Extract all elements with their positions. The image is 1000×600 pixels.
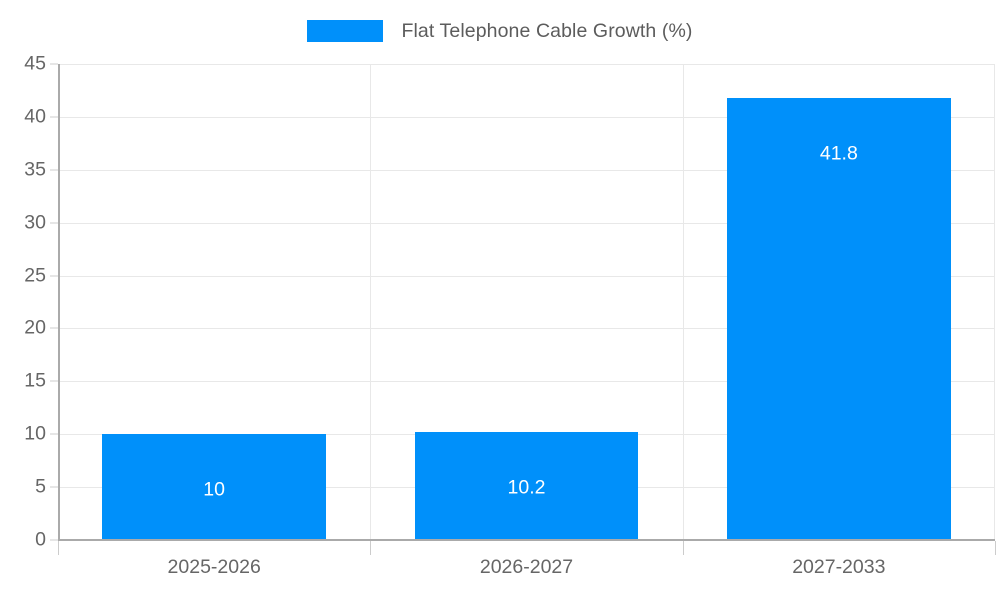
y-tick-mark-40 <box>50 116 58 118</box>
bar-2025-2026[interactable] <box>102 434 326 540</box>
chart-legend: Flat Telephone Cable Growth (%) <box>0 14 1000 48</box>
x-tick-label-2026-2027: 2026-2027 <box>479 556 574 578</box>
y-tick-label-10: 10 <box>24 422 46 445</box>
y-tick-mark-10 <box>50 433 58 435</box>
y-tick-label-25: 25 <box>24 264 46 287</box>
x-tick-label-2027-2033: 2027-2033 <box>792 556 886 578</box>
gridline-x-1 <box>370 64 371 540</box>
gridline-y-30 <box>58 222 995 224</box>
x-axis-separator-1 <box>370 541 371 555</box>
y-tick-label-0: 0 <box>35 528 46 551</box>
y-tick-mark-45 <box>50 63 58 65</box>
y-tick-label-40: 40 <box>24 105 46 128</box>
y-tick-mark-0 <box>50 539 58 541</box>
gridline-y-35 <box>58 169 995 171</box>
plot-area <box>58 64 995 541</box>
y-tick-mark-25 <box>50 275 58 277</box>
gridline-y-20 <box>58 328 995 330</box>
x-axis-line <box>58 539 995 541</box>
x-axis-separator-3 <box>995 541 996 555</box>
legend-color-swatch-icon <box>307 20 384 42</box>
y-tick-mark-5 <box>50 486 58 488</box>
y-tick-label-20: 20 <box>24 316 46 339</box>
x-axis-separator-0 <box>58 541 59 555</box>
bar-2027-2033[interactable] <box>727 97 951 540</box>
x-axis-separator-2 <box>683 541 684 555</box>
plot-right-border <box>994 64 995 540</box>
y-axis-line <box>58 64 60 541</box>
gridline-y-15 <box>58 381 995 383</box>
y-tick-label-45: 45 <box>24 52 46 75</box>
bar-2026-2027[interactable] <box>414 432 639 540</box>
y-tick-mark-35 <box>50 169 58 171</box>
plot-top-border <box>58 64 995 65</box>
y-tick-label-30: 30 <box>24 211 46 234</box>
y-tick-mark-20 <box>50 327 58 329</box>
x-tick-label-2025-2026: 2025-2026 <box>167 556 261 578</box>
y-tick-mark-30 <box>50 222 58 224</box>
y-tick-label-5: 5 <box>35 475 46 498</box>
y-tick-label-35: 35 <box>24 158 46 181</box>
legend-item-label: Flat Telephone Cable Growth (%) <box>401 19 693 42</box>
gridline-x-2 <box>683 64 684 540</box>
gridline-y-40 <box>58 116 995 118</box>
gridline-y-25 <box>58 275 995 277</box>
y-tick-mark-15 <box>50 380 58 382</box>
legend-item-flat-telephone-cable-growth[interactable]: Flat Telephone Cable Growth (%) <box>307 20 692 43</box>
y-tick-label-15: 15 <box>24 369 46 392</box>
